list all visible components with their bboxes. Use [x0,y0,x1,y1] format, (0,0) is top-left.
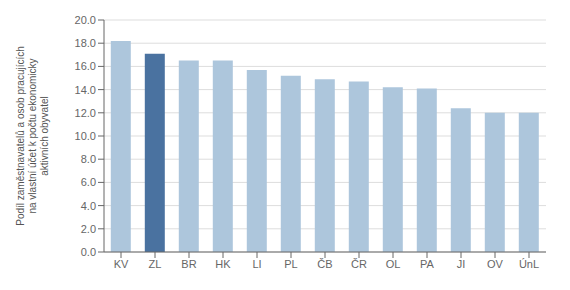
svg-text:LI: LI [252,258,261,270]
svg-text:PA: PA [420,258,435,270]
svg-text:14.0: 14.0 [75,84,96,96]
svg-text:18.0: 18.0 [75,37,96,49]
svg-text:HK: HK [215,258,231,270]
svg-text:KV: KV [114,258,129,270]
svg-text:ÚnL: ÚnL [519,258,539,270]
svg-text:OV: OV [487,258,504,270]
svg-text:16.0: 16.0 [75,60,96,72]
svg-text:2.0: 2.0 [81,223,96,235]
svg-text:6.0: 6.0 [81,176,96,188]
svg-text:PL: PL [284,258,297,270]
svg-text:ČR: ČR [351,258,367,270]
svg-text:20.0: 20.0 [75,14,96,26]
svg-text:8.0: 8.0 [81,153,96,165]
svg-text:ČB: ČB [317,258,332,270]
svg-text:Podíl zaměstnavatelů a osob pr: Podíl zaměstnavatelů a osob pracujícíchn… [15,46,50,226]
svg-text:JI: JI [457,258,466,270]
svg-text:4.0: 4.0 [81,200,96,212]
svg-text:12.0: 12.0 [75,107,96,119]
svg-text:ZL: ZL [149,258,162,270]
svg-text:0.0: 0.0 [81,246,96,258]
svg-text:BR: BR [181,258,196,270]
svg-text:10.0: 10.0 [75,130,96,142]
svg-text:OL: OL [386,258,401,270]
